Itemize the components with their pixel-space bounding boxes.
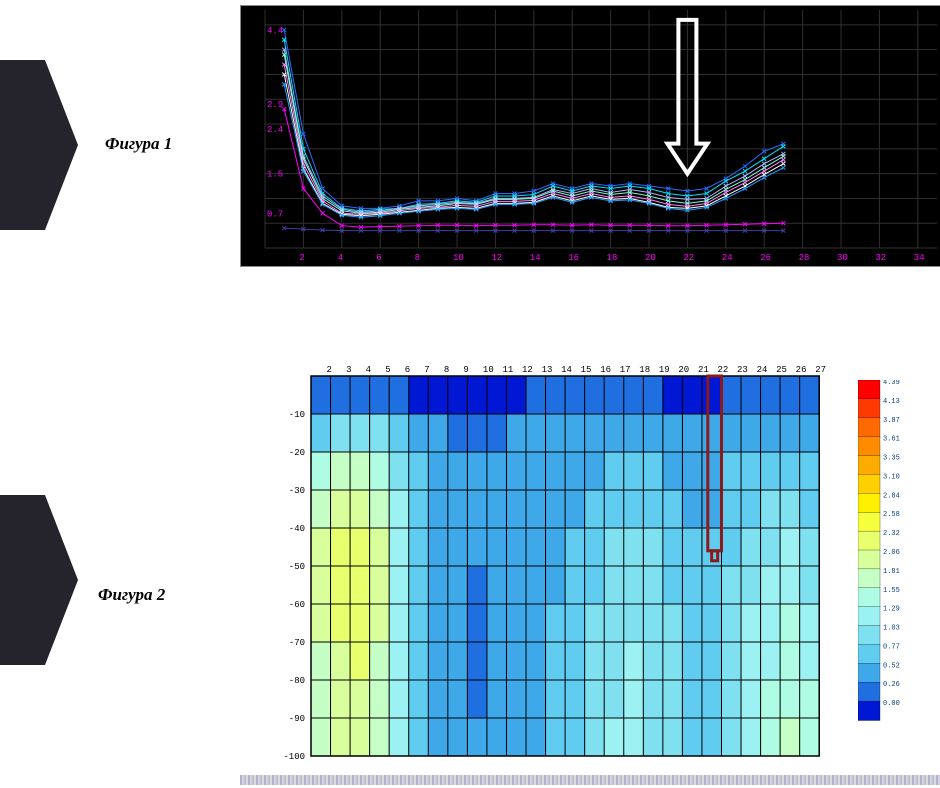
svg-text:14: 14 (561, 365, 572, 375)
svg-text:14: 14 (530, 253, 541, 263)
svg-text:15: 15 (581, 365, 592, 375)
section-arrow-2 (0, 495, 80, 665)
svg-text:9: 9 (463, 365, 468, 375)
svg-text:4.39: 4.39 (883, 380, 900, 387)
svg-text:26: 26 (760, 253, 771, 263)
svg-text:3.87: 3.87 (883, 417, 900, 425)
svg-text:24: 24 (757, 365, 768, 375)
svg-text:2: 2 (299, 253, 304, 263)
svg-text:17: 17 (620, 365, 631, 375)
svg-text:1.03: 1.03 (883, 625, 900, 633)
svg-text:16: 16 (568, 253, 579, 263)
svg-text:12: 12 (522, 365, 533, 375)
svg-text:34: 34 (914, 253, 925, 263)
svg-text:2.06: 2.06 (883, 549, 900, 557)
svg-text:6: 6 (376, 253, 381, 263)
svg-text:25: 25 (776, 365, 787, 375)
svg-text:22: 22 (717, 365, 728, 375)
section-arrow-1 (0, 60, 80, 230)
svg-text:0.52: 0.52 (883, 662, 900, 670)
svg-text:22: 22 (683, 253, 694, 263)
svg-text:20: 20 (678, 365, 689, 375)
svg-text:0.77: 0.77 (883, 643, 900, 651)
svg-text:1.55: 1.55 (883, 587, 900, 595)
svg-text:1.5: 1.5 (267, 170, 283, 180)
svg-text:3.35: 3.35 (883, 455, 900, 463)
svg-text:-30: -30 (289, 486, 305, 496)
svg-text:11: 11 (502, 365, 513, 375)
svg-text:7: 7 (424, 365, 429, 375)
figure-2-colorbar: 4.39 4.13 3.87 3.61 3.35 3.10 2.84 2.58 2.32 2.06… (858, 380, 918, 740)
svg-text:4: 4 (366, 365, 371, 375)
svg-text:19: 19 (659, 365, 670, 375)
svg-text:4.13: 4.13 (883, 398, 900, 406)
svg-text:-50: -50 (289, 562, 305, 572)
svg-text:10: 10 (453, 253, 464, 263)
svg-text:3.10: 3.10 (883, 473, 900, 481)
svg-text:8: 8 (415, 253, 420, 263)
svg-text:3.61: 3.61 (883, 436, 900, 444)
svg-text:-10: -10 (289, 410, 305, 420)
svg-text:4: 4 (338, 253, 343, 263)
svg-text:32: 32 (875, 253, 886, 263)
svg-text:10: 10 (483, 365, 494, 375)
svg-text:5: 5 (385, 365, 390, 375)
svg-text:26: 26 (796, 365, 807, 375)
svg-text:1.29: 1.29 (883, 606, 900, 614)
svg-text:4.4: 4.4 (267, 26, 283, 36)
svg-text:-90: -90 (289, 714, 305, 724)
svg-text:27: 27 (815, 365, 826, 375)
svg-text:2.58: 2.58 (883, 511, 900, 519)
svg-text:3: 3 (346, 365, 351, 375)
svg-text:2.9: 2.9 (267, 100, 283, 110)
svg-text:16: 16 (600, 365, 611, 375)
svg-text:0.7: 0.7 (267, 209, 283, 219)
svg-text:13: 13 (542, 365, 553, 375)
svg-text:-100: -100 (283, 752, 305, 760)
svg-text:-60: -60 (289, 600, 305, 610)
svg-text:0.26: 0.26 (883, 681, 900, 689)
svg-text:-70: -70 (289, 638, 305, 648)
svg-text:0.00: 0.00 (883, 700, 900, 708)
figure-2-chart: 2345678910111213141516171819202122232425… (277, 360, 833, 760)
svg-text:21: 21 (698, 365, 709, 375)
svg-text:20: 20 (645, 253, 656, 263)
svg-text:6: 6 (405, 365, 410, 375)
figure-2-label: Фигура 2 (98, 585, 165, 605)
figure-1-label: Фигура 1 (105, 134, 172, 154)
svg-text:18: 18 (639, 365, 650, 375)
svg-text:2.4: 2.4 (267, 125, 283, 135)
svg-text:28: 28 (799, 253, 810, 263)
svg-text:1.81: 1.81 (883, 568, 900, 576)
svg-text:-80: -80 (289, 676, 305, 686)
svg-text:24: 24 (722, 253, 733, 263)
svg-text:-20: -20 (289, 448, 305, 458)
svg-text:2.84: 2.84 (883, 492, 900, 500)
svg-text:2: 2 (327, 365, 332, 375)
footer-texture (240, 775, 940, 785)
svg-text:18: 18 (607, 253, 618, 263)
figure-1-chart: 0.71.52.42.94.42468101214161820222426283… (240, 5, 940, 267)
svg-text:2.32: 2.32 (883, 530, 900, 538)
svg-text:8: 8 (444, 365, 449, 375)
svg-text:23: 23 (737, 365, 748, 375)
svg-text:30: 30 (837, 253, 848, 263)
svg-text:12: 12 (491, 253, 502, 263)
svg-text:-40: -40 (289, 524, 305, 534)
